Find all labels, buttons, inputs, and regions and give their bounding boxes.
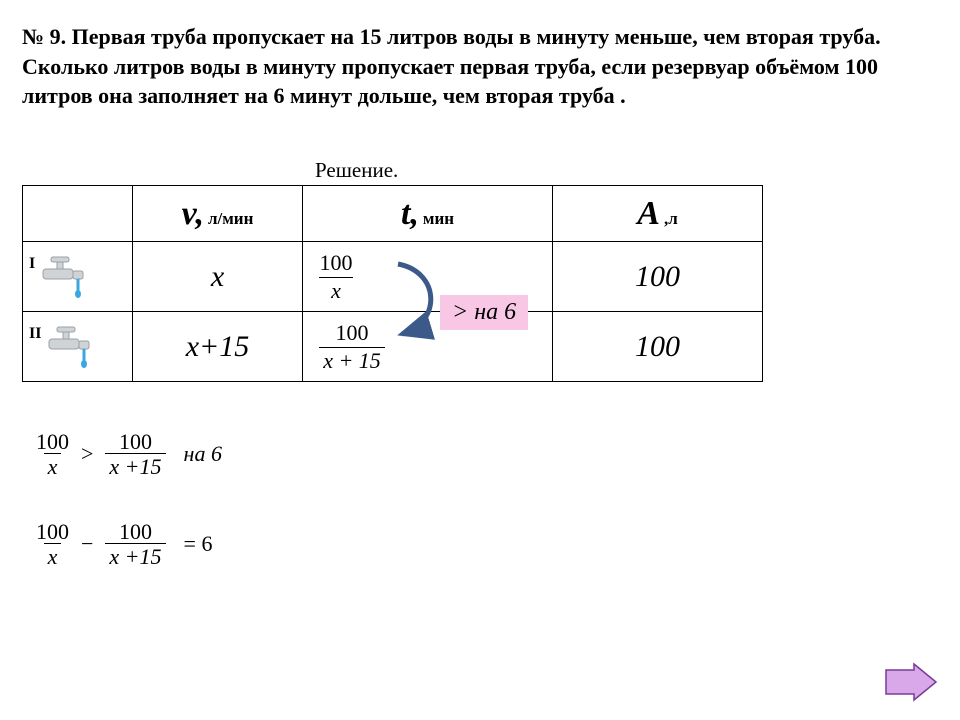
row2-t-frac: 100 x + 15 <box>319 321 385 371</box>
row1-v-val: x <box>211 260 224 293</box>
eq2-f2-den: x +15 <box>105 543 165 568</box>
row2-v-val: x+15 <box>186 330 250 363</box>
eq1-tail: на 6 <box>184 441 222 467</box>
row2-a-val: 100 <box>635 330 680 363</box>
eq1-frac1: 100 x <box>36 430 69 478</box>
header-t-var: t, <box>401 195 419 232</box>
row1-t-frac: 100 x <box>319 251 353 301</box>
faucet-icon <box>43 325 99 369</box>
header-a-unit: ,л <box>664 209 678 228</box>
row2-v: x+15 <box>133 312 303 382</box>
equation-2: 100 x − 100 x +15 = 6 <box>36 520 212 568</box>
eq1-f1-den: x <box>44 453 62 478</box>
eq1-f2-den: x +15 <box>105 453 165 478</box>
table-header-row: v, л/мин t, мин A ,л <box>23 186 763 242</box>
eq2-tail: = 6 <box>184 531 213 557</box>
row1-t-num: 100 <box>319 251 353 274</box>
solution-heading: Решение. <box>315 158 398 183</box>
eq1-frac2: 100 x +15 <box>105 430 165 478</box>
eq1-op: > <box>77 441 97 467</box>
header-t-unit: мин <box>423 209 454 228</box>
problem-statement: № 9. Первая труба пропускает на 15 литро… <box>22 22 932 111</box>
header-a: A ,л <box>553 186 763 242</box>
header-a-var: A <box>637 195 660 232</box>
equation-1: 100 x > 100 x +15 на 6 <box>36 430 222 478</box>
row1-label: I <box>23 255 35 273</box>
eq2-frac1: 100 x <box>36 520 69 568</box>
row1-t-den: x <box>319 278 353 302</box>
row2-label-cell: II <box>23 312 133 382</box>
row2-t-num: 100 <box>319 321 385 344</box>
header-empty <box>23 186 133 242</box>
faucet-icon <box>37 255 93 299</box>
eq2-op: − <box>77 531 97 557</box>
row1-a: 100 <box>553 242 763 312</box>
eq2-f1-den: x <box>44 543 62 568</box>
row1-a-val: 100 <box>635 260 680 293</box>
header-t: t, мин <box>303 186 553 242</box>
eq2-f1-num: 100 <box>36 520 69 543</box>
row1-v: x <box>133 242 303 312</box>
row2-a: 100 <box>553 312 763 382</box>
eq2-frac2: 100 x +15 <box>105 520 165 568</box>
header-v-unit: л/мин <box>208 209 253 228</box>
next-button[interactable] <box>884 662 938 702</box>
eq2-f2-num: 100 <box>119 520 152 543</box>
header-v-var: v, <box>182 195 204 232</box>
eq1-f1-num: 100 <box>36 430 69 453</box>
row2-t-den: x + 15 <box>319 348 385 372</box>
header-v: v, л/мин <box>133 186 303 242</box>
eq1-f2-num: 100 <box>119 430 152 453</box>
comparison-badge: > на 6 <box>440 295 528 330</box>
row2-label: II <box>23 325 41 343</box>
row1-label-cell: I <box>23 242 133 312</box>
